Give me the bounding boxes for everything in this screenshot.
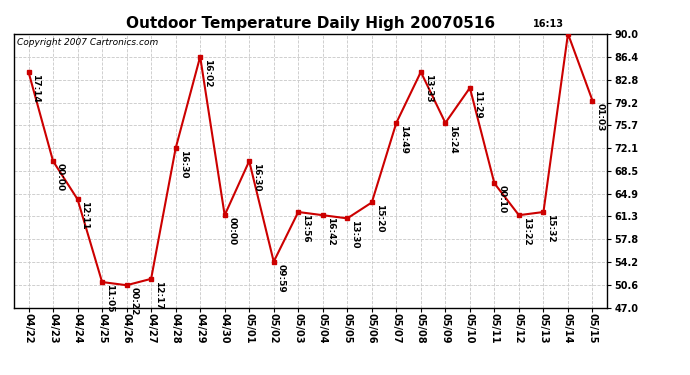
Text: 16:42: 16:42 (326, 217, 335, 246)
Text: 11:29: 11:29 (473, 90, 482, 118)
Text: 13:30: 13:30 (351, 220, 359, 249)
Title: Outdoor Temperature Daily High 20070516: Outdoor Temperature Daily High 20070516 (126, 16, 495, 31)
Text: 12:17: 12:17 (154, 281, 163, 309)
Text: 00:22: 00:22 (130, 287, 139, 315)
Text: 14:49: 14:49 (400, 125, 408, 154)
Text: Copyright 2007 Cartronics.com: Copyright 2007 Cartronics.com (17, 38, 158, 47)
Text: 01:03: 01:03 (595, 102, 604, 131)
Text: 15:32: 15:32 (546, 214, 555, 243)
Text: 11:05: 11:05 (105, 284, 114, 312)
Text: 13:56: 13:56 (301, 214, 310, 243)
Text: 13:33: 13:33 (424, 74, 433, 102)
Text: 16:30: 16:30 (179, 150, 188, 179)
Text: 09:59: 09:59 (277, 264, 286, 292)
Text: 17:14: 17:14 (32, 74, 41, 103)
Text: 16:24: 16:24 (448, 125, 457, 153)
Text: 16:30: 16:30 (252, 163, 261, 192)
Text: 16:02: 16:02 (203, 58, 212, 87)
Text: 13:22: 13:22 (522, 217, 531, 246)
Text: 00:00: 00:00 (56, 163, 65, 191)
Text: 00:00: 00:00 (228, 217, 237, 245)
Text: 15:20: 15:20 (375, 204, 384, 233)
Text: 16:13: 16:13 (533, 19, 564, 28)
Text: 12:11: 12:11 (81, 201, 90, 230)
Text: 00:10: 00:10 (497, 185, 506, 213)
